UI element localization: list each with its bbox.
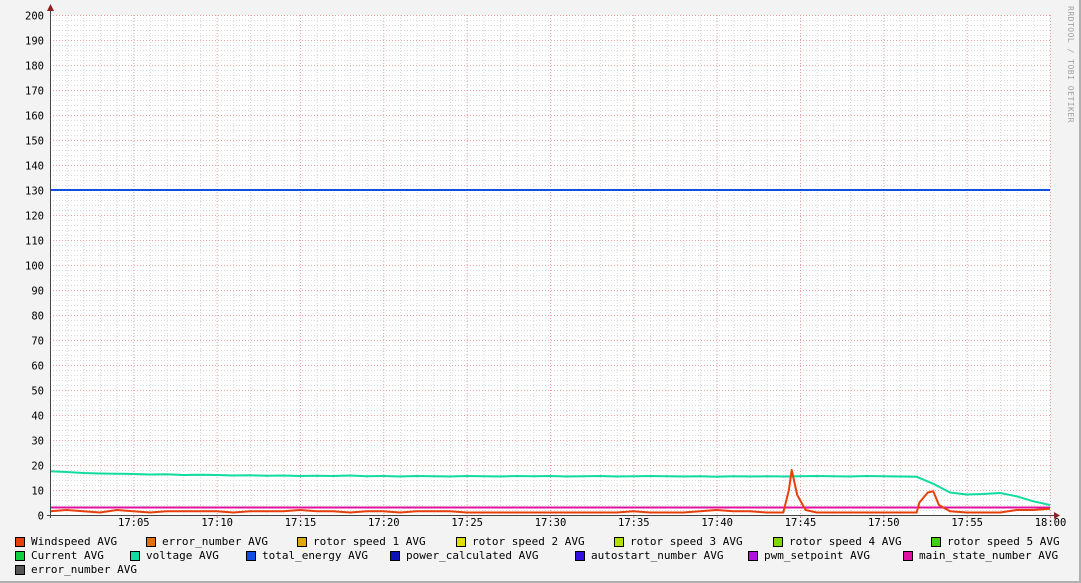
legend-item: voltage AVG (130, 549, 219, 562)
legend-item: power_calculated AVG (390, 549, 538, 562)
y-tick-label: 150 (25, 136, 44, 148)
legend-item: main_state_number AVG (903, 549, 1058, 562)
series-line-voltage-avg (49, 470, 1051, 506)
legend-swatch (748, 550, 758, 561)
x-tick-label: 17:20 (368, 517, 400, 529)
legend-swatch (15, 564, 25, 575)
legend-item: pwm_setpoint AVG (748, 549, 870, 562)
y-tick-label: 80 (31, 311, 44, 323)
legend-item: Current AVG (15, 549, 104, 562)
y-tick-label: 130 (25, 186, 44, 198)
legend-label: main_state_number AVG (919, 549, 1059, 562)
legend-swatch (575, 550, 585, 561)
legend-item: total_energy AVG (246, 549, 368, 562)
y-axis-arrow-icon (47, 4, 54, 11)
legend-swatch (297, 536, 307, 547)
legend-item: rotor speed 5 AVG (931, 535, 1060, 548)
legend-label: rotor speed 1 AVG (313, 535, 426, 548)
y-tick-label: 160 (25, 111, 44, 123)
y-tick-label: 40 (31, 411, 44, 423)
y-tick-label: 30 (31, 436, 44, 448)
legend-label: Windspeed AVG (31, 535, 118, 548)
x-tick-label: 17:55 (951, 517, 983, 529)
legend-swatch (614, 536, 624, 547)
legend-label: total_energy AVG (262, 549, 368, 562)
legend-item: Windspeed AVG (15, 535, 117, 548)
y-tick-label: 0 (38, 511, 44, 523)
watermark: RRDTOOL / TOBI OETIKER (1066, 6, 1075, 123)
x-tick-label: 17:15 (285, 517, 317, 529)
y-tick-label: 100 (25, 261, 44, 273)
legend-swatch (903, 550, 913, 561)
legend-label: error_number AVG (31, 563, 137, 576)
legend-swatch (390, 550, 400, 561)
y-tick-label: 10 (31, 486, 44, 498)
legend-swatch (246, 550, 256, 561)
legend-label: rotor speed 4 AVG (789, 535, 902, 548)
x-tick-label: 17:05 (118, 517, 150, 529)
legend-swatch (456, 536, 466, 547)
legend-label: Current AVG (31, 549, 104, 562)
legend-item: autostart_number AVG (575, 549, 723, 562)
y-tick-label: 120 (25, 211, 44, 223)
legend-item: rotor speed 4 AVG (773, 535, 902, 548)
y-tick-label: 70 (31, 336, 44, 348)
legend-item: rotor speed 2 AVG (456, 535, 585, 548)
legend-item: error_number AVG (15, 563, 137, 576)
legend-label: rotor speed 3 AVG (630, 535, 743, 548)
x-tick-label: 17:30 (535, 517, 567, 529)
legend-item: rotor speed 1 AVG (297, 535, 426, 548)
legend-label: voltage AVG (146, 549, 219, 562)
legend-swatch (15, 550, 25, 561)
legend-swatch (773, 536, 783, 547)
y-tick-label: 60 (31, 361, 44, 373)
y-tick-label: 190 (25, 36, 44, 48)
y-tick-label: 180 (25, 61, 44, 73)
legend-label: autostart_number AVG (591, 549, 724, 562)
y-tick-label: 90 (31, 286, 44, 298)
x-axis-arrow-icon (1054, 512, 1060, 519)
legend-item: rotor speed 3 AVG (614, 535, 743, 548)
y-tick-label: 140 (25, 161, 44, 173)
legend-swatch (15, 536, 25, 547)
legend-swatch (146, 536, 156, 547)
y-tick-label: 110 (25, 236, 44, 248)
x-tick-label: 17:10 (201, 517, 233, 529)
x-tick-label: 18:00 (1035, 517, 1067, 529)
x-tick-label: 17:40 (701, 517, 733, 529)
legend-swatch (931, 536, 941, 547)
legend-swatch (130, 550, 140, 561)
y-tick-label: 170 (25, 86, 44, 98)
y-tick-label: 200 (25, 11, 44, 23)
legend-label: rotor speed 2 AVG (472, 535, 585, 548)
x-tick-label: 17:50 (868, 517, 900, 529)
legend-item: error_number AVG (146, 535, 268, 548)
x-tick-label: 17:35 (618, 517, 650, 529)
legend-label: power_calculated AVG (406, 549, 539, 562)
legend-label: error_number AVG (162, 535, 268, 548)
x-tick-label: 17:25 (451, 517, 483, 529)
series-line-windspeed-avg (49, 469, 1051, 514)
y-tick-label: 50 (31, 386, 44, 398)
legend-label: pwm_setpoint AVG (764, 549, 870, 562)
x-tick-label: 17:45 (785, 517, 817, 529)
y-tick-label: 20 (31, 461, 44, 473)
legend-label: rotor speed 5 AVG (947, 535, 1060, 548)
